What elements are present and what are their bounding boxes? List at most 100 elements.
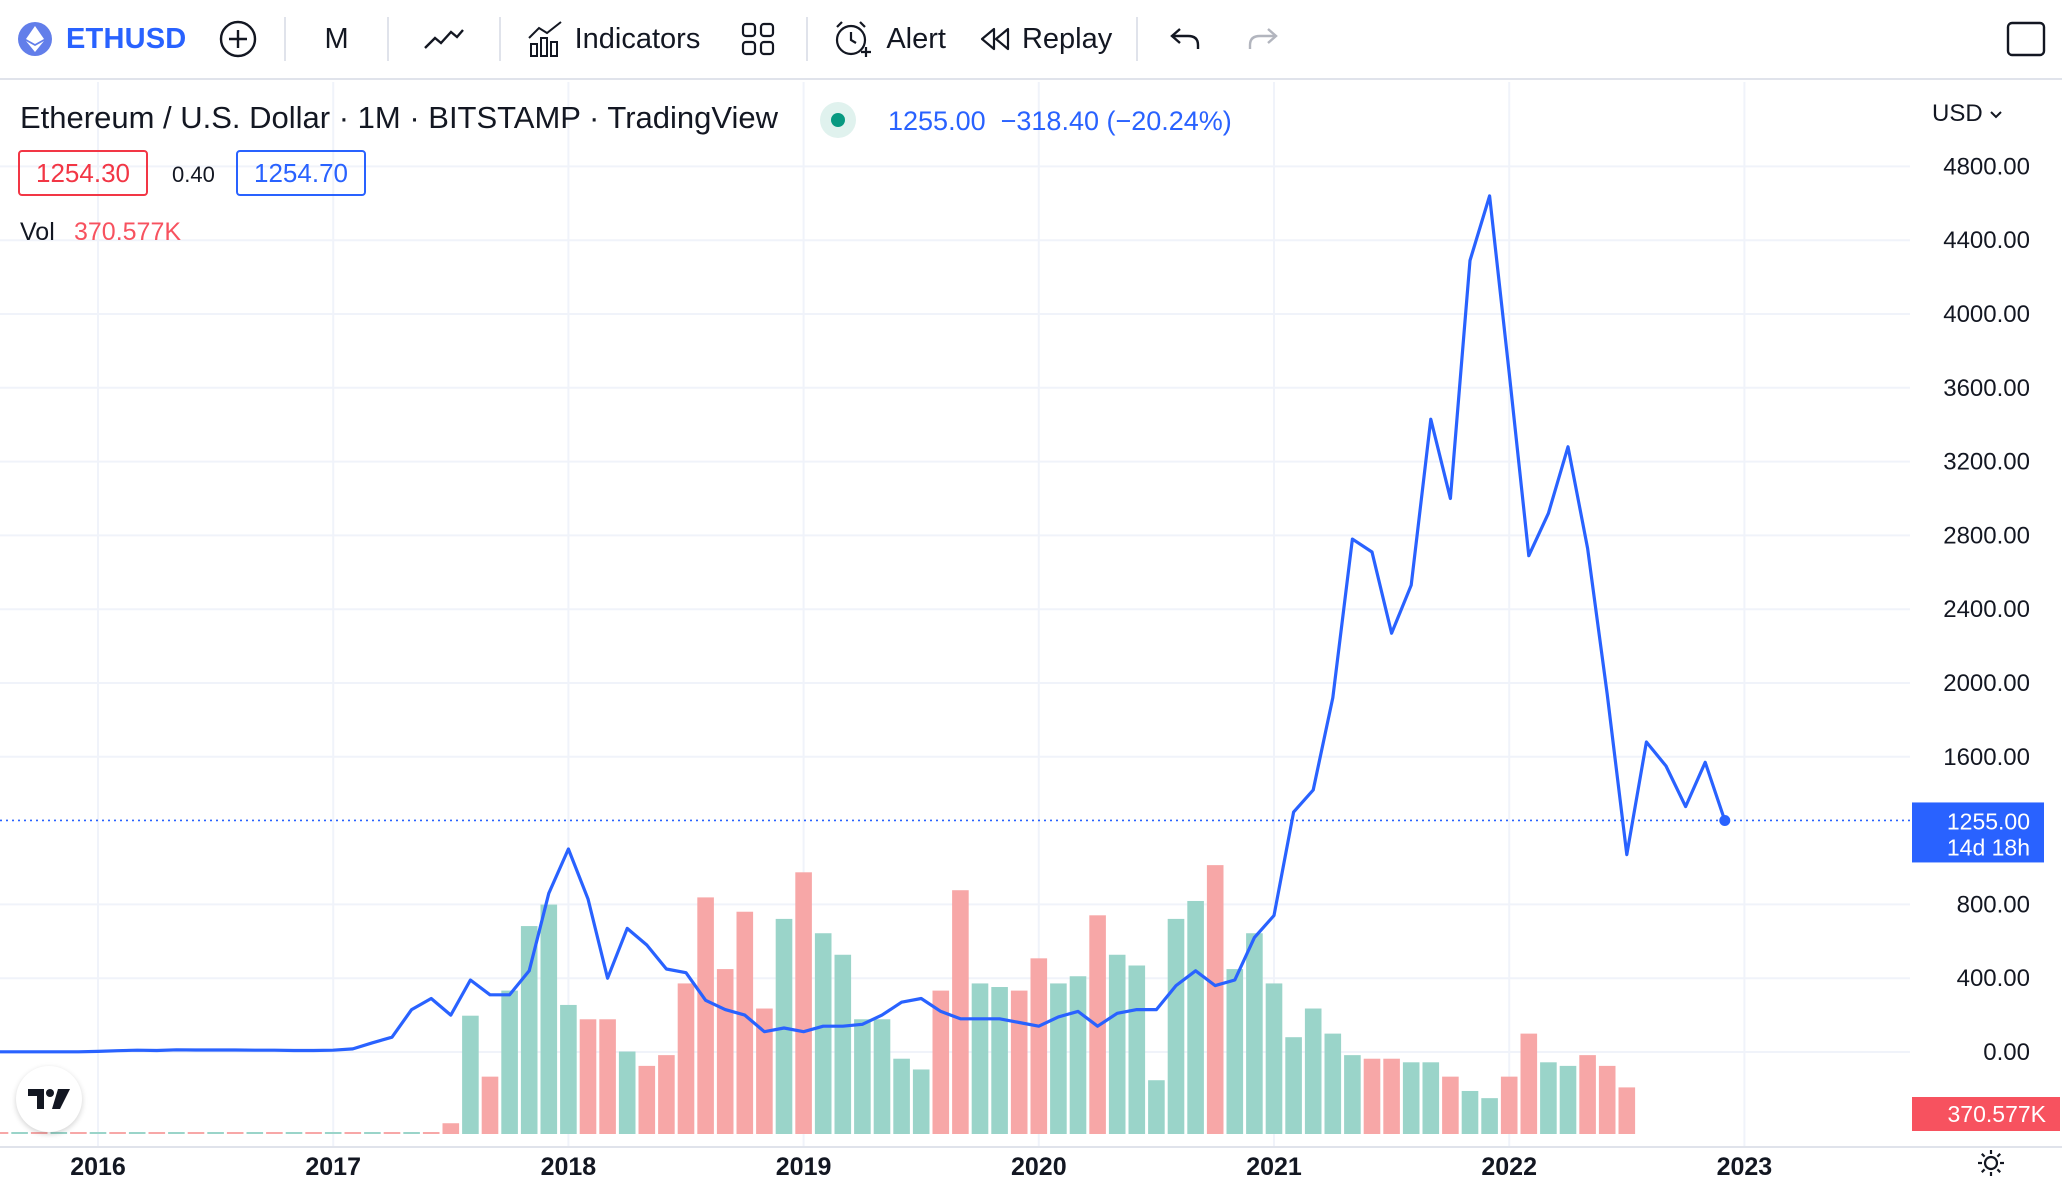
time-tick-label: 2023 <box>1717 1153 1773 1181</box>
volume-bar <box>1226 969 1244 1134</box>
volume-bar <box>1010 990 1028 1134</box>
volume-bar <box>716 969 734 1134</box>
volume-bar <box>226 1132 244 1134</box>
indicators-icon <box>527 21 562 57</box>
last-price-badge-value: 1255.00 <box>1947 808 2030 834</box>
time-tick-label: 2019 <box>776 1153 832 1181</box>
price-tick-label: 800.00 <box>1957 891 2030 918</box>
volume-bar <box>324 1132 342 1134</box>
volume-bar <box>266 1132 283 1134</box>
chart-type-button[interactable] <box>397 0 491 79</box>
volume-bar <box>971 983 989 1134</box>
volume-bar <box>1598 1065 1616 1134</box>
volume-badge-value: 370.577K <box>1948 1101 2047 1127</box>
volume-bar <box>912 1069 930 1134</box>
volume-bar <box>1579 1055 1596 1134</box>
time-scale[interactable]: 2016 2017 2018 2019 2020 2021 2022 2023 <box>70 1153 1772 1181</box>
volume-bar <box>109 1132 126 1134</box>
spread-value: 0.40 <box>172 162 215 187</box>
time-tick-label: 2022 <box>1481 1153 1537 1181</box>
fullscreen-button[interactable] <box>2006 0 2046 79</box>
currency-selector[interactable]: USD <box>1932 100 2003 128</box>
volume-bar <box>1481 1098 1498 1134</box>
chart-type-line-icon <box>423 29 464 49</box>
volume-bar <box>697 897 714 1134</box>
volume-bar <box>1500 1076 1518 1134</box>
indicators-label: Indicators <box>574 22 701 55</box>
interval-label: M <box>324 22 349 55</box>
sell-price-button[interactable]: 1254.30 <box>18 150 148 196</box>
tradingview-logo-button[interactable] <box>16 1066 82 1132</box>
toolbar-divider <box>806 17 809 61</box>
volume-bar <box>1461 1090 1479 1134</box>
legend-change: −318.40 (−20.24%) <box>1000 106 1232 136</box>
price-scale-background <box>1910 82 2062 1148</box>
price-scale[interactable]: 4800.00 4400.00 4000.00 3600.00 3200.00 2800.… <box>1943 153 2030 1066</box>
volume-bar <box>991 987 1008 1134</box>
volume-bar <box>168 1132 185 1134</box>
volume-bar <box>501 990 518 1134</box>
volume-bar <box>403 1132 420 1134</box>
price-tick-label: 3600.00 <box>1943 375 2030 402</box>
volume-bar <box>148 1132 166 1134</box>
volume-bar <box>442 1123 460 1134</box>
toolbar-divider <box>1136 17 1139 61</box>
volume-bar <box>1618 1087 1636 1134</box>
volume-bar <box>638 1065 656 1134</box>
volume-bar <box>814 933 832 1134</box>
volume-bar <box>658 1055 675 1134</box>
alert-button[interactable]: Alert <box>816 0 962 79</box>
volume-bar <box>540 904 558 1134</box>
price-tick-label: 4800.00 <box>1943 153 2030 180</box>
fullscreen-icon <box>2006 21 2046 57</box>
volume-bar <box>187 1132 205 1134</box>
volume-bar <box>873 1019 891 1134</box>
chart-legend-title: Ethereum / U.S. Dollar · 1M · BITSTAMP ·… <box>20 100 779 135</box>
volume-bar <box>1265 983 1283 1134</box>
time-tick-label: 2020 <box>1011 1153 1067 1181</box>
add-symbol-icon <box>220 20 257 58</box>
volume-bar <box>1187 900 1204 1134</box>
volume-bar <box>795 872 812 1134</box>
time-tick-label: 2016 <box>70 1153 126 1181</box>
volume-bar <box>462 1015 479 1134</box>
price-chart[interactable]: 4800.00 4400.00 4000.00 3600.00 3200.00 2800.… <box>0 82 2062 1192</box>
chart-settings-button[interactable] <box>1976 1148 2006 1183</box>
legend-price-change: 1255.00 −318.40 (−20.24%) <box>888 106 1232 137</box>
replay-button[interactable]: Replay <box>962 0 1128 79</box>
volume-bar <box>207 1132 224 1134</box>
volume-bar <box>481 1076 499 1134</box>
interval-button[interactable]: M <box>294 0 378 79</box>
volume-bar <box>599 1019 616 1134</box>
alert-icon <box>836 21 872 57</box>
volume-bar <box>1344 1055 1361 1134</box>
indicators-button[interactable]: Indicators <box>509 0 719 79</box>
volume-bar <box>246 1132 264 1134</box>
volume-bar <box>618 1051 636 1134</box>
buy-price-button[interactable]: 1254.70 <box>236 150 366 196</box>
redo-button[interactable] <box>1224 0 1302 79</box>
volume-bar <box>677 983 695 1134</box>
volume-bar <box>89 1132 107 1134</box>
layouts-icon <box>742 22 775 56</box>
volume-bar <box>1206 865 1224 1134</box>
volume-bar <box>1324 1033 1342 1134</box>
ethereum-icon <box>18 22 52 56</box>
undo-button[interactable] <box>1146 0 1224 79</box>
volume-bar <box>1442 1076 1459 1134</box>
volume-bar <box>383 1132 401 1134</box>
volume-bar <box>1128 965 1146 1134</box>
symbol-search-button[interactable]: ETHUSD <box>0 0 200 79</box>
volume-bar <box>364 1132 381 1134</box>
volume-bar <box>1246 933 1263 1134</box>
compare-symbol-button[interactable] <box>200 0 276 79</box>
volume-bar <box>1383 1058 1400 1134</box>
toolbar-divider <box>386 17 389 61</box>
toolbar-divider <box>284 17 287 61</box>
volume-bar <box>1540 1062 1557 1134</box>
layouts-button[interactable] <box>718 0 798 79</box>
market-status-icon[interactable] <box>820 102 856 138</box>
chevron-down-icon <box>1990 110 2003 119</box>
volume-bar <box>128 1132 146 1134</box>
